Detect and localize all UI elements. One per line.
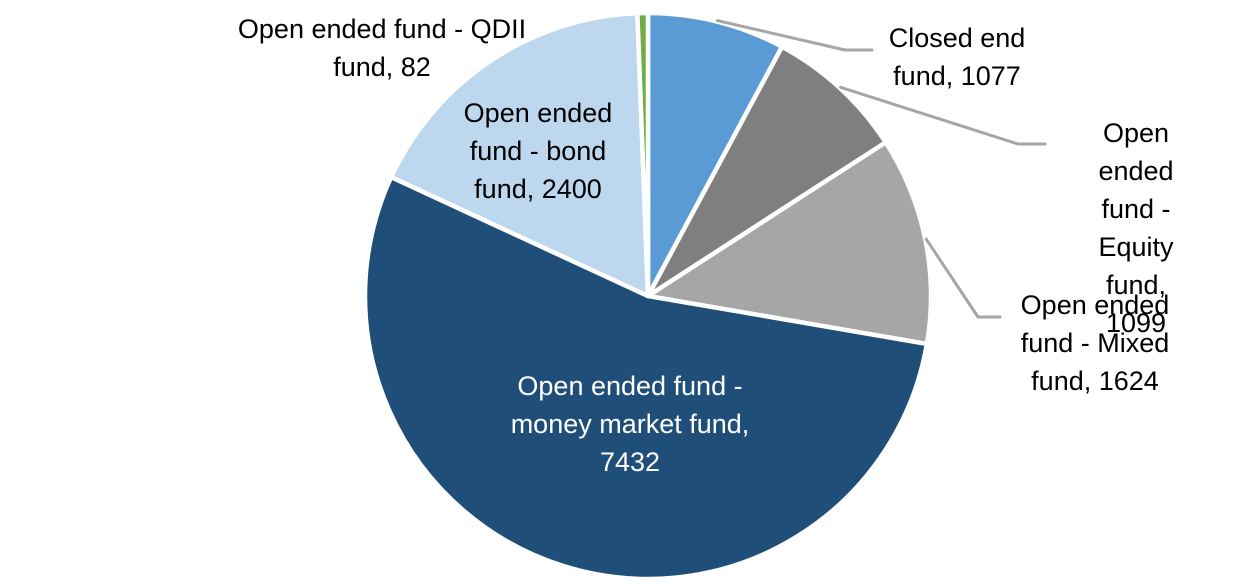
leader-line-closed-end-fund — [715, 19, 874, 52]
pie-slice-open-ended-fund-qdii-fund[interactable] — [635, 10, 651, 299]
pie-slice-open-ended-fund-bond-fund[interactable] — [388, 10, 651, 299]
leader-line-open-ended-fund-mixed-fund — [924, 237, 1002, 319]
pie-slice-open-ended-fund-money-market-fund[interactable] — [362, 174, 930, 582]
leader-line-open-ended-fund-equity-fund — [839, 85, 1047, 146]
